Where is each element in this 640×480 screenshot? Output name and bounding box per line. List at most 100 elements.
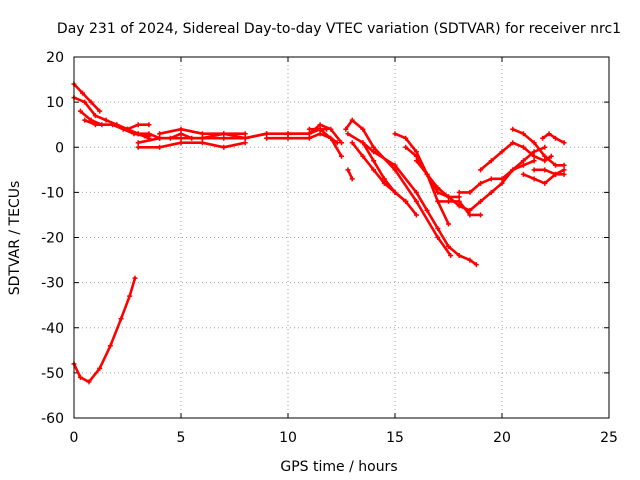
x-tick-label: 10 <box>279 430 297 446</box>
data-point <box>135 144 141 150</box>
data-point <box>424 207 430 213</box>
data-point <box>510 167 516 173</box>
data-point <box>189 135 195 141</box>
data-point <box>221 135 227 141</box>
data-point <box>107 343 113 349</box>
data-point <box>345 167 351 173</box>
data-point <box>520 158 526 164</box>
series-line <box>308 127 343 158</box>
data-point <box>446 194 451 200</box>
data-point <box>542 167 548 173</box>
data-point <box>360 140 366 146</box>
series-arc-low <box>71 275 138 385</box>
data-point <box>178 126 184 132</box>
x-tick-label: 0 <box>70 430 79 446</box>
data-point <box>413 198 419 204</box>
data-point <box>381 180 387 186</box>
data-point <box>540 135 546 141</box>
series-arc-v <box>446 158 537 213</box>
data-point <box>456 194 462 200</box>
series-arc-x <box>478 140 554 173</box>
data-point <box>478 198 484 204</box>
x-tick-label: 25 <box>600 430 618 446</box>
x-tick-label: 15 <box>386 430 404 446</box>
data-point <box>88 99 94 105</box>
data-point <box>473 262 479 268</box>
y-tick-label: 0 <box>55 140 64 156</box>
data-point <box>553 162 558 168</box>
data-point <box>435 225 441 231</box>
data-point <box>360 126 366 132</box>
data-point <box>548 153 554 159</box>
data-point <box>561 171 567 177</box>
data-point <box>531 167 537 173</box>
data-point <box>135 122 141 128</box>
data-point <box>317 131 323 137</box>
data-point <box>285 131 291 137</box>
data-point <box>371 144 377 150</box>
data-point <box>561 167 567 173</box>
series-line <box>532 168 566 176</box>
data-point <box>264 135 270 141</box>
data-point <box>80 90 86 96</box>
data-point <box>135 140 141 146</box>
data-point <box>456 253 462 259</box>
data-point <box>520 144 526 150</box>
data-point <box>167 135 173 141</box>
data-point <box>488 176 494 182</box>
data-point <box>77 374 83 380</box>
data-point <box>146 131 152 137</box>
y-tick-label: -50 <box>41 366 64 382</box>
data-point <box>349 117 355 123</box>
series-arc-ab <box>540 131 567 146</box>
data-point <box>86 379 92 385</box>
data-point <box>413 153 419 159</box>
data-point <box>221 131 227 137</box>
data-point <box>317 126 323 132</box>
data-point <box>82 117 88 123</box>
data-point <box>499 149 505 155</box>
data-point <box>334 140 340 146</box>
y-tick-label: -30 <box>41 276 64 292</box>
data-point <box>264 131 270 137</box>
data-point <box>371 158 377 164</box>
data-point <box>199 131 205 137</box>
data-point <box>178 135 184 141</box>
data-point <box>339 140 344 146</box>
data-point <box>446 244 451 250</box>
series-arc-z <box>520 167 567 186</box>
series-line <box>72 82 101 113</box>
data-point <box>392 131 398 137</box>
data-point <box>413 189 419 195</box>
data-point <box>531 158 537 164</box>
data-point <box>424 171 430 177</box>
y-tick-label: -40 <box>41 321 64 337</box>
series-arc-l <box>306 126 344 159</box>
series-arc-aa <box>531 167 567 177</box>
data-point <box>435 198 441 204</box>
chart-title: Day 231 of 2024, Sidereal Day-to-day VTE… <box>57 21 621 37</box>
data-point <box>392 162 398 168</box>
data-point <box>510 140 516 146</box>
data-point <box>488 189 494 195</box>
series-arc-k <box>285 122 344 146</box>
data-point <box>114 122 120 128</box>
data-point <box>531 140 537 146</box>
tick-layer: 0 5 10 15 20 25 -60 -50 -40 -30 -20 -10 0 10 20 <box>41 50 618 446</box>
data-point <box>97 108 103 114</box>
data-point <box>317 122 323 128</box>
data-point <box>413 158 419 164</box>
series-layer <box>71 81 567 385</box>
grid-layer <box>74 57 609 418</box>
data-point <box>542 158 548 164</box>
data-point <box>531 149 537 155</box>
data-point <box>510 126 516 132</box>
series-line <box>522 168 566 185</box>
data-point <box>339 153 344 159</box>
series-arc-p <box>349 140 409 204</box>
data-point <box>157 144 163 150</box>
data-point <box>77 108 83 114</box>
data-point <box>561 162 567 168</box>
data-point <box>349 176 355 182</box>
